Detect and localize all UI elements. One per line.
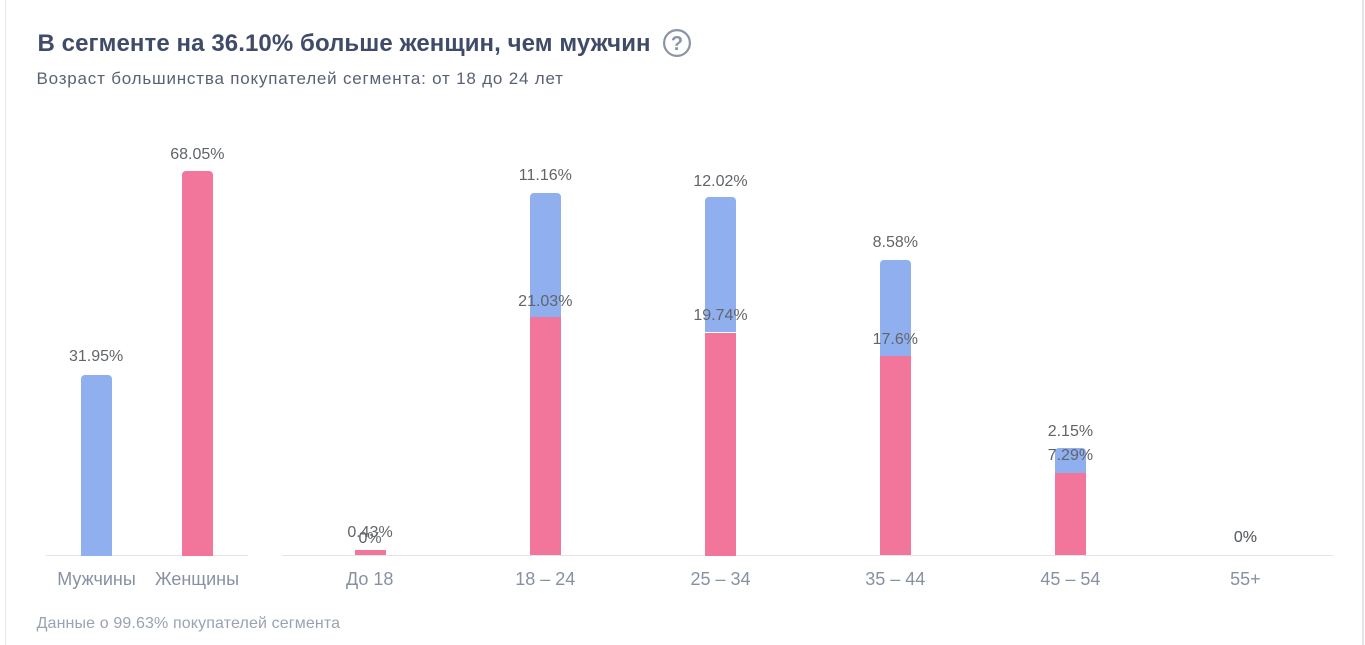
- svg-text:?: ?: [671, 33, 683, 55]
